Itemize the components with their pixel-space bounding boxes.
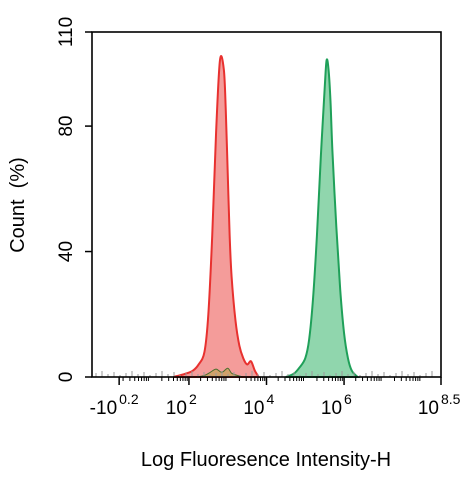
x-axis-ticks: -10 0.2 10 2 10 4 10 6 10 8.5 <box>90 377 461 419</box>
y-tick-label: 0 <box>56 372 77 383</box>
y-tick-label: 80 <box>56 116 77 137</box>
x-tick-exponent: 0.2 <box>119 391 139 407</box>
x-tick-exponent: 6 <box>344 391 352 407</box>
x-tick-label: 10 <box>166 398 187 419</box>
y-axis-label: Count (%) <box>7 157 29 253</box>
histogram-series-1 <box>173 55 261 378</box>
y-axis-ticks: 0 40 80 110 <box>56 17 92 382</box>
x-tick-exponent: 4 <box>267 391 275 407</box>
y-tick-label: 110 <box>56 17 77 47</box>
x-tick-exponent: 2 <box>189 391 197 407</box>
series-layer <box>173 55 360 378</box>
histogram-series-2 <box>285 58 360 378</box>
x-tick-label: 10 <box>243 398 264 419</box>
x-tick-label: 10 <box>418 398 439 419</box>
x-axis-label: Log Fluoresence Intensity-H <box>141 449 391 471</box>
y-tick-label: 40 <box>56 241 77 262</box>
x-tick-label: -10 <box>90 398 117 419</box>
x-tick-label: 10 <box>321 398 342 419</box>
x-tick-exponent: 8.5 <box>441 391 461 407</box>
